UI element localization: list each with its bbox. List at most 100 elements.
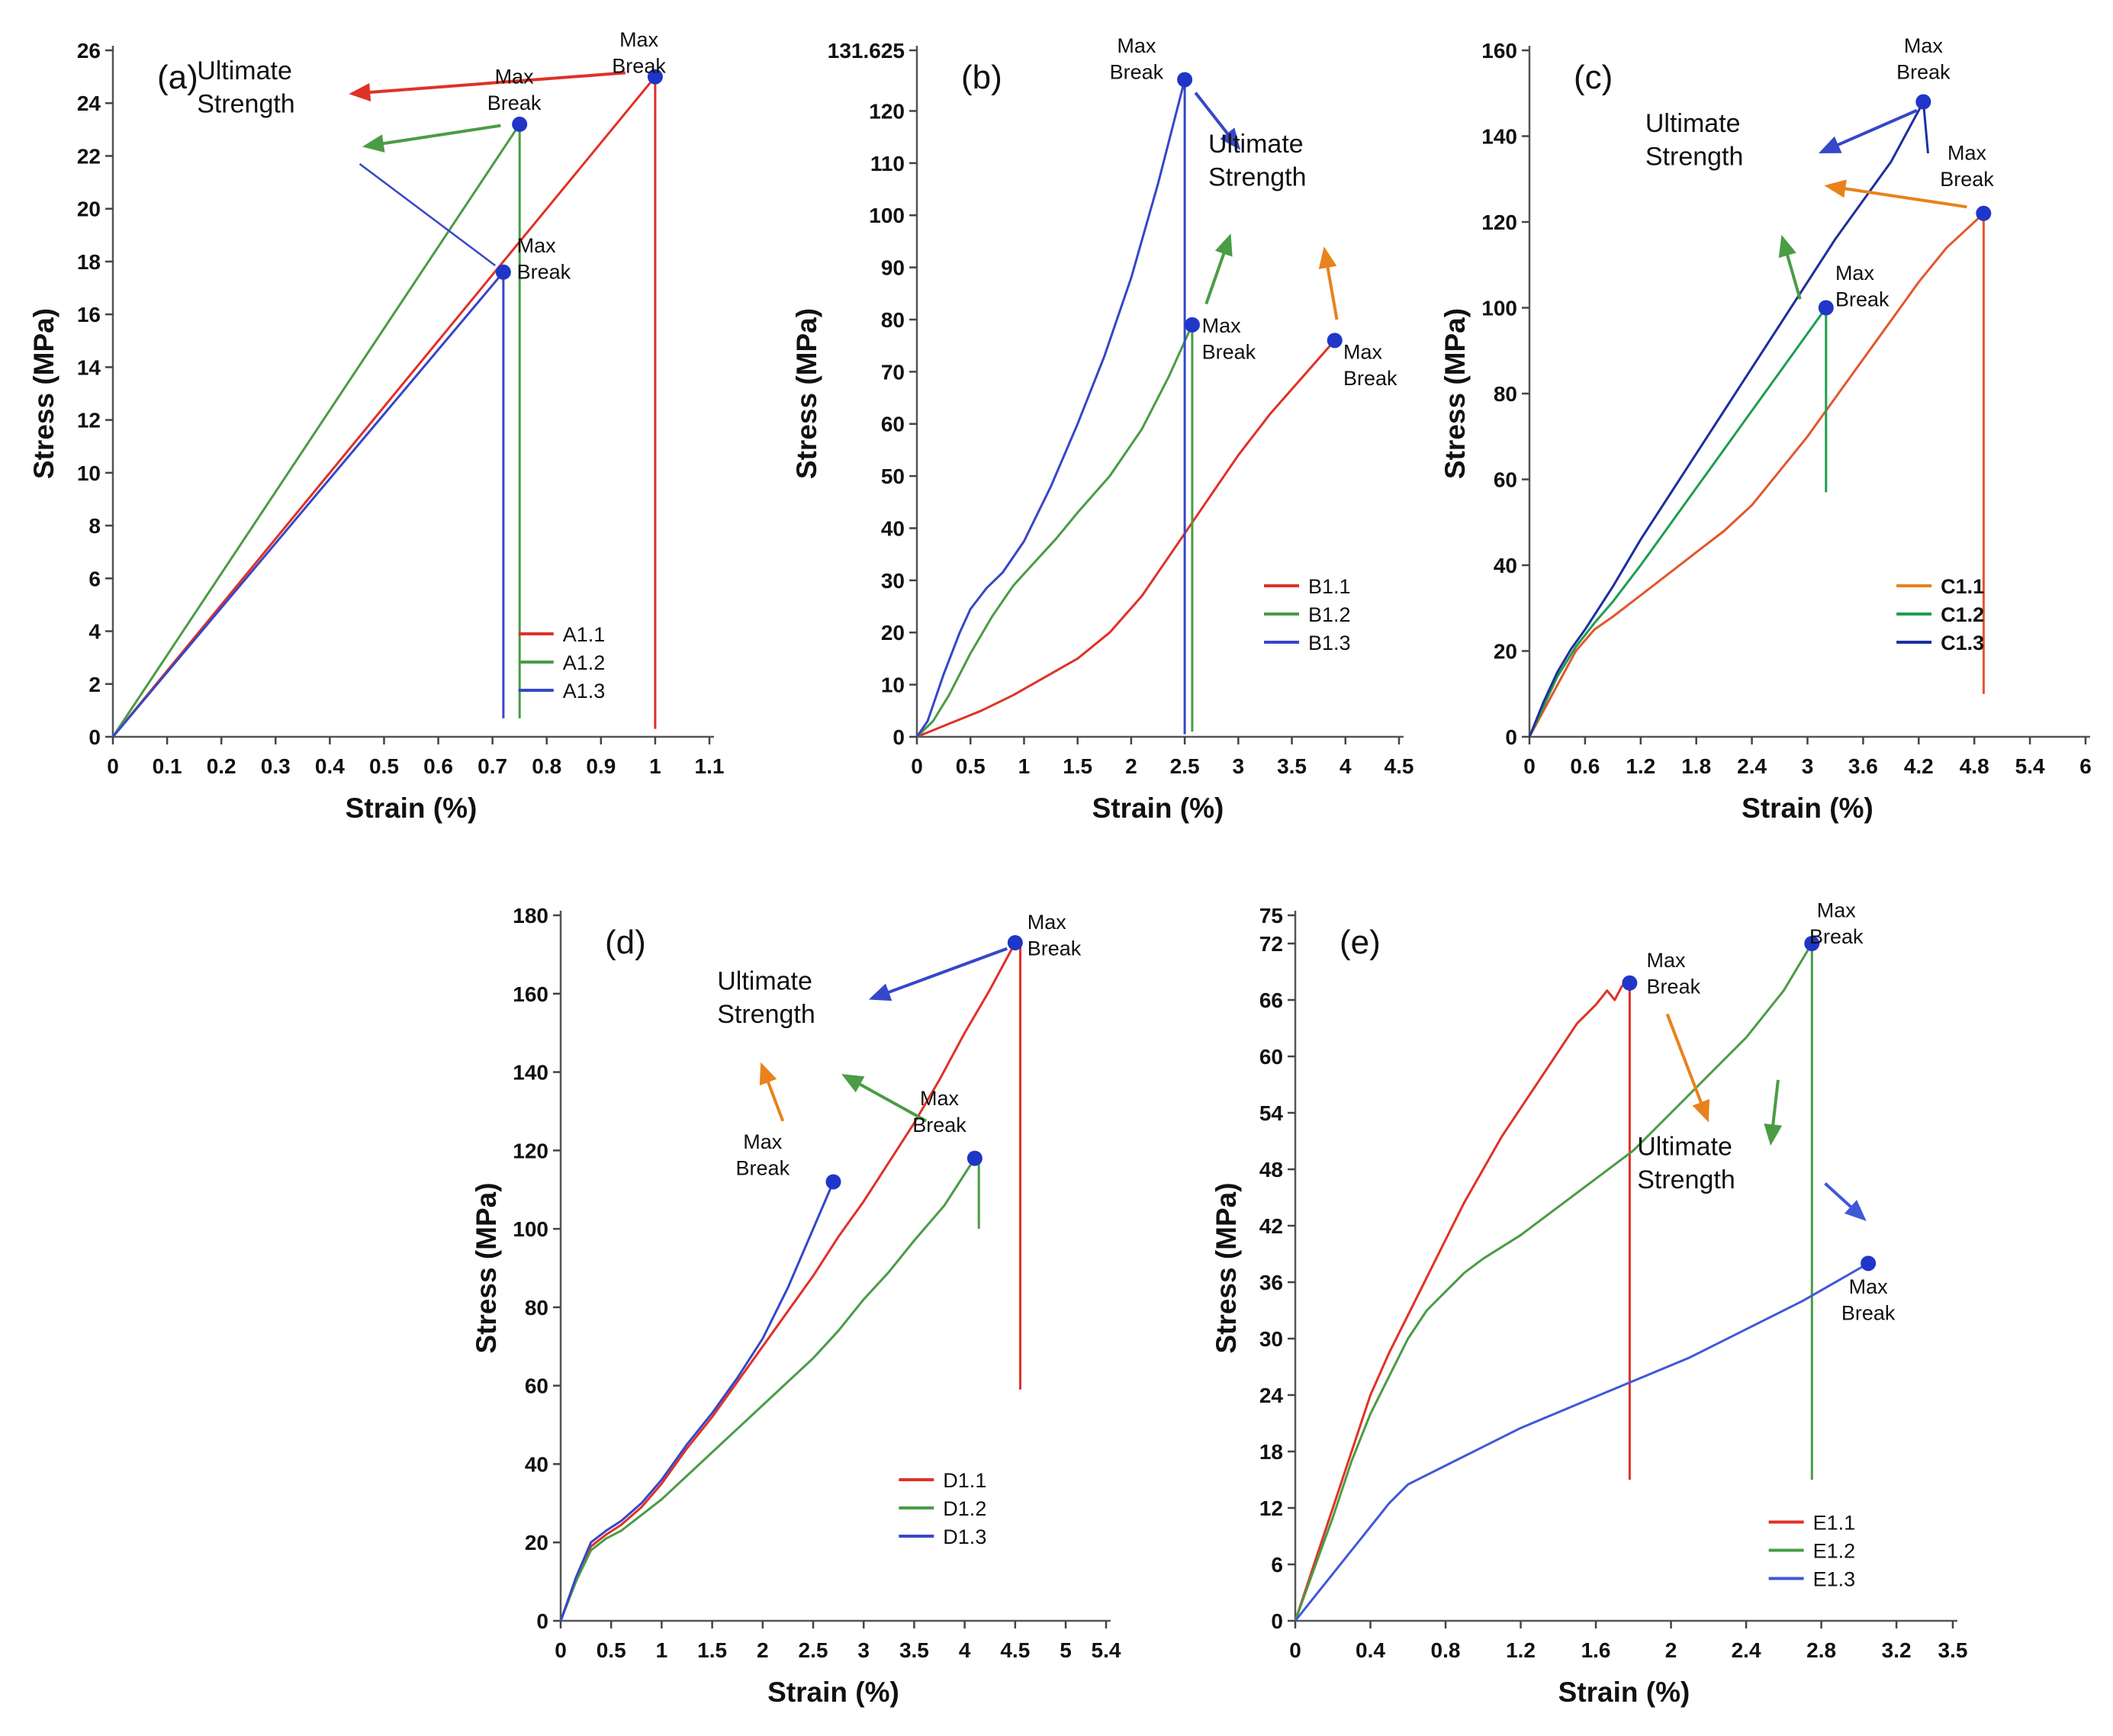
annotation-text: Break [736,1156,790,1179]
max-break-marker [495,264,511,280]
y-tick-label: 54 [1259,1101,1284,1125]
x-tick-label: 2.8 [1806,1638,1836,1662]
y-tick-label: 60 [881,413,905,436]
series-D1.1 [559,941,1021,1622]
max-break-markers [495,69,663,280]
annotation-text: Break [1343,367,1397,390]
legend-label-C1.3: C1.3 [1941,632,1984,654]
x-tick-label: 1 [656,1638,668,1662]
legend-label-A1.2: A1.2 [563,651,606,674]
annotation-text: Break [1841,1301,1896,1324]
legend: B1.1 B1.2 B1.3 [1264,575,1351,654]
y-tick-label: 30 [881,569,905,593]
axes [1528,46,2090,738]
x-tick-label: 6 [2079,754,2092,778]
y-axis-label: Stress (MPa) [1439,308,1471,479]
legend-label-D1.1: D1.1 [943,1469,986,1492]
y-tick-label: 14 [77,355,101,379]
max-break-marker [1818,300,1834,316]
x-tick-label: 2.4 [1732,1638,1761,1662]
arrow-head [1220,127,1241,150]
panel-letter: (d) [605,924,646,961]
arrow-line [883,947,1008,996]
y-axis-ticks: 0 20 40 60 80 100 120 140 160 180 [513,904,561,1633]
x-tick-label: 0.8 [532,754,561,778]
y-tick-label: 75 [1259,904,1283,927]
x-tick-label: 3.6 [1848,754,1878,778]
x-tick-label: 2 [1665,1638,1677,1662]
x-tick-label: 0 [555,1638,567,1662]
x-tick-label: 0.2 [207,754,236,778]
y-tick-label: 0 [1505,725,1517,749]
axes [559,911,1111,1622]
x-tick-label: 4.5 [1000,1638,1030,1662]
annotation-text: Break [487,92,542,114]
max-break-markers [1818,94,1992,316]
y-tick-label: 18 [1259,1440,1283,1464]
y-axis-label: Stress (MPa) [1211,1182,1242,1353]
annotation-text: Max [1947,141,1987,164]
chart-svg-c: 0 0.6 1.2 1.8 2.4 3 3.6 4.2 4.8 5.4 60204060801001… [1439,34,2092,824]
x-tick-label: 2.4 [1737,754,1767,778]
max-break-marker [1861,1255,1877,1271]
annotation-text: Break [1202,341,1256,364]
arrow-line [1839,186,1967,209]
annotation-text: Break [1028,937,1082,960]
y-tick-label: 40 [525,1452,548,1476]
series-C1.3 [1528,101,1929,738]
annotation-texts: Max Break Ultimate Strength Max Break Max Break [717,911,1082,1179]
annotation-text: Max [1343,340,1383,363]
y-tick-label: 80 [881,308,905,332]
legend: D1.1 D1.2 D1.3 [899,1469,986,1548]
x-tick-label: 4.5 [1385,754,1414,778]
x-tick-label: 3 [1233,754,1245,778]
panel-letter: (e) [1340,924,1381,961]
y-tick-label: 120 [869,99,905,123]
annotation-text: Strength [717,1000,815,1029]
annotation-arrows [349,71,626,267]
x-tick-label: 3.5 [1938,1638,1968,1662]
x-axis-ticks: 0 0.1 0.2 0.3 0.4 0.5 0.6 0.7 0.8 0.9 1 1.1 [107,737,724,778]
y-tick-label: 20 [525,1531,548,1554]
x-tick-label: 4 [1340,754,1352,778]
y-tick-label: 0 [1271,1609,1283,1633]
axes [111,46,714,738]
annotation-text: Max [1904,34,1944,57]
annotation-text: Ultimate [1645,109,1741,138]
chart-svg-e: 0 0.4 0.8 1.2 1.6 2 2.4 2.8 3.2 3.5 0 6 12 18 24 30 36 42… [1211,899,1968,1708]
y-tick-label: 72 [1259,932,1283,956]
x-tick-label: 1.5 [697,1638,727,1662]
legend-label-B1.2: B1.2 [1308,603,1351,626]
x-axis-label: Strain (%) [1742,792,1873,824]
y-axis-ticks: 0 10 20 30 40 50 60 70 80 90 100 110 120 131.625 [828,39,917,749]
y-tick-label: 60 [1494,468,1517,492]
legend-label-D1.3: D1.3 [943,1525,986,1548]
y-tick-label: 26 [77,39,101,63]
annotation-text: Break [1835,288,1889,310]
arrow-head [349,83,371,101]
arrow-line [1784,249,1802,300]
y-tick-label: 100 [513,1217,548,1241]
annotation-text: Break [612,54,666,77]
y-axis-label: Stress (MPa) [28,308,59,479]
max-break-marker [1007,934,1023,950]
x-tick-label: 2 [1125,754,1137,778]
x-tick-label: 5.4 [2015,754,2045,778]
annotation-text: Max [1849,1275,1889,1298]
annotation-text: Max [920,1087,960,1110]
y-tick-label: 12 [77,409,101,432]
max-break-marker [825,1174,841,1190]
axes [1294,911,1957,1622]
x-tick-label: 0.1 [153,754,182,778]
annotation-text: Break [1110,60,1164,83]
y-tick-label: 42 [1259,1214,1283,1238]
x-tick-label: 0.8 [1431,1638,1461,1662]
x-tick-label: 0.5 [369,754,399,778]
panel-letter: (c) [1574,59,1613,96]
arrow-head [841,1074,865,1093]
series-B1.1 [916,339,1336,738]
x-tick-label: 3.5 [1277,754,1307,778]
y-tick-label: 80 [1494,382,1517,406]
series-E1.1 [1294,982,1631,1622]
chart-panel-a: 0 0.1 0.2 0.3 0.4 0.5 0.6 0.7 0.8 0.9 1 1.1 0 2 4 6 8 10 1… [23,5,732,844]
